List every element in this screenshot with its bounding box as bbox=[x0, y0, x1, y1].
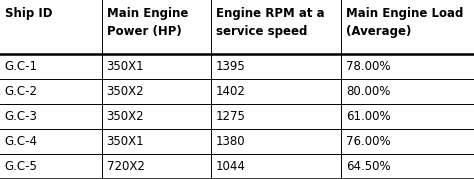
Text: 720X2: 720X2 bbox=[107, 160, 145, 173]
Text: Main Engine
Power (HP): Main Engine Power (HP) bbox=[107, 7, 188, 38]
Text: G.C-5: G.C-5 bbox=[5, 160, 37, 173]
Text: Ship ID: Ship ID bbox=[5, 7, 52, 20]
Text: 76.00%: 76.00% bbox=[346, 135, 391, 148]
Text: 64.50%: 64.50% bbox=[346, 160, 391, 173]
Text: 1044: 1044 bbox=[216, 160, 246, 173]
Text: 1275: 1275 bbox=[216, 110, 246, 123]
Text: 80.00%: 80.00% bbox=[346, 85, 391, 98]
Text: G.C-3: G.C-3 bbox=[5, 110, 37, 123]
Text: 350X1: 350X1 bbox=[107, 135, 144, 148]
Text: G.C-1: G.C-1 bbox=[5, 60, 38, 73]
Text: 61.00%: 61.00% bbox=[346, 110, 391, 123]
Text: 78.00%: 78.00% bbox=[346, 60, 391, 73]
Text: 1402: 1402 bbox=[216, 85, 246, 98]
Text: G.C-4: G.C-4 bbox=[5, 135, 38, 148]
Text: Main Engine Load
(Average): Main Engine Load (Average) bbox=[346, 7, 464, 38]
Text: 350X2: 350X2 bbox=[107, 110, 144, 123]
Text: 350X1: 350X1 bbox=[107, 60, 144, 73]
Text: Engine RPM at a
service speed: Engine RPM at a service speed bbox=[216, 7, 324, 38]
Text: G.C-2: G.C-2 bbox=[5, 85, 38, 98]
Text: 1380: 1380 bbox=[216, 135, 246, 148]
Text: 350X2: 350X2 bbox=[107, 85, 144, 98]
Text: 1395: 1395 bbox=[216, 60, 246, 73]
